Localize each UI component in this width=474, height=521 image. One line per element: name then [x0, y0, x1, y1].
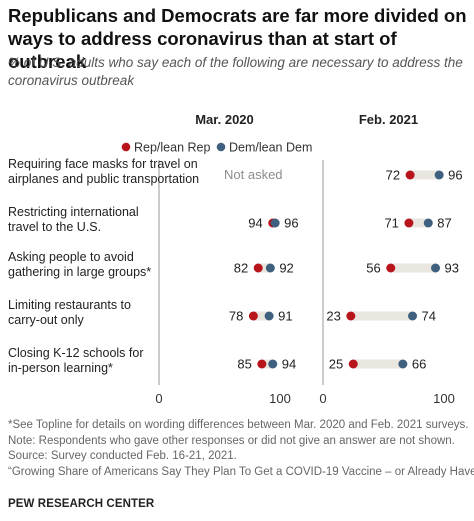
rep-dot — [253, 263, 263, 273]
note-respondents: Note: Respondents who gave other respons… — [8, 434, 455, 447]
gap-bar — [258, 263, 271, 273]
chart-title: Republicans and Democrats are far more d… — [8, 5, 467, 72]
dem-dot — [398, 359, 408, 369]
dem-dot — [434, 170, 444, 180]
legend-rep-label: Rep/lean Rep — [134, 141, 210, 155]
dem-value-label: 87 — [437, 216, 451, 231]
dem-value-label: 66 — [412, 357, 426, 372]
category-label: Limiting restaurants to — [8, 298, 131, 312]
rep-value-label: 85 — [237, 357, 251, 372]
note-report-title: “Growing Share of Americans Say They Pla… — [8, 465, 474, 478]
tick-label: 100 — [433, 391, 455, 406]
legend-dem-label: Dem/lean Dem — [229, 141, 312, 155]
category-label: Requiring face masks for travel on — [8, 157, 198, 171]
rep-value-label: 71 — [384, 216, 398, 231]
gap-bar — [390, 263, 436, 273]
rep-value-label: 78 — [229, 309, 243, 324]
dem-value-label: 96 — [448, 168, 462, 183]
legend-dem-dot — [216, 142, 226, 152]
category-label: travel to the U.S. — [8, 220, 101, 234]
rep-dot — [404, 218, 414, 228]
dem-dot — [423, 218, 433, 228]
panel-title: Feb. 2021 — [359, 112, 418, 127]
gap-bar — [410, 170, 440, 180]
category-label: Asking people to avoid — [8, 250, 134, 264]
dem-value-label: 91 — [278, 309, 292, 324]
chart-subtitle: % of U.S. adults who say each of the fol… — [8, 55, 463, 88]
tick-label: 0 — [155, 391, 162, 406]
gap-bar — [350, 311, 413, 321]
rep-dot — [348, 359, 358, 369]
note-source: Source: Survey conducted Feb. 16-21, 202… — [8, 450, 237, 462]
category-label: gathering in large groups* — [8, 265, 151, 279]
panel-title: Mar. 2020 — [195, 112, 254, 127]
dem-dot — [268, 359, 278, 369]
source-organization: PEW RESEARCH CENTER — [8, 498, 155, 510]
rep-value-label: 23 — [326, 309, 340, 324]
note-wording: *See Topline for details on wording diff… — [8, 419, 469, 431]
dem-value-label: 93 — [445, 261, 459, 276]
dem-value-label: 96 — [284, 216, 298, 231]
rep-value-label: 56 — [366, 261, 380, 276]
dem-value-label: 94 — [282, 357, 296, 372]
gap-bar — [261, 359, 273, 369]
rep-value-label: 25 — [329, 357, 343, 372]
rep-dot — [346, 311, 356, 321]
dem-dot — [264, 311, 274, 321]
dem-dot — [270, 218, 280, 228]
category-label: Closing K-12 schools for — [8, 346, 143, 360]
gap-bar — [353, 359, 403, 369]
notes: *See Topline for details on wording diff… — [8, 418, 474, 480]
dem-dot — [431, 263, 441, 273]
rep-value-label: 72 — [386, 168, 400, 183]
rep-dot — [386, 263, 396, 273]
rep-dot — [257, 359, 267, 369]
dem-value-label: 74 — [422, 309, 436, 324]
tick-label: 0 — [319, 391, 326, 406]
legend-rep-dot — [121, 142, 131, 152]
rep-dot — [248, 311, 258, 321]
gap-bar — [253, 311, 270, 321]
category-label: Restricting international — [8, 205, 139, 219]
category-label: airplanes and public transportation — [8, 172, 199, 186]
category-label: carry-out only — [8, 313, 84, 327]
gap-bar — [408, 218, 429, 228]
category-label: in-person learning* — [8, 361, 113, 375]
rep-dot — [405, 170, 415, 180]
not-asked-label: Not asked — [224, 167, 283, 182]
rep-value-label: 82 — [234, 261, 248, 276]
dem-dot — [265, 263, 275, 273]
dem-dot — [408, 311, 418, 321]
rep-value-label: 94 — [248, 216, 262, 231]
dem-value-label: 92 — [279, 261, 293, 276]
tick-label: 100 — [269, 391, 291, 406]
